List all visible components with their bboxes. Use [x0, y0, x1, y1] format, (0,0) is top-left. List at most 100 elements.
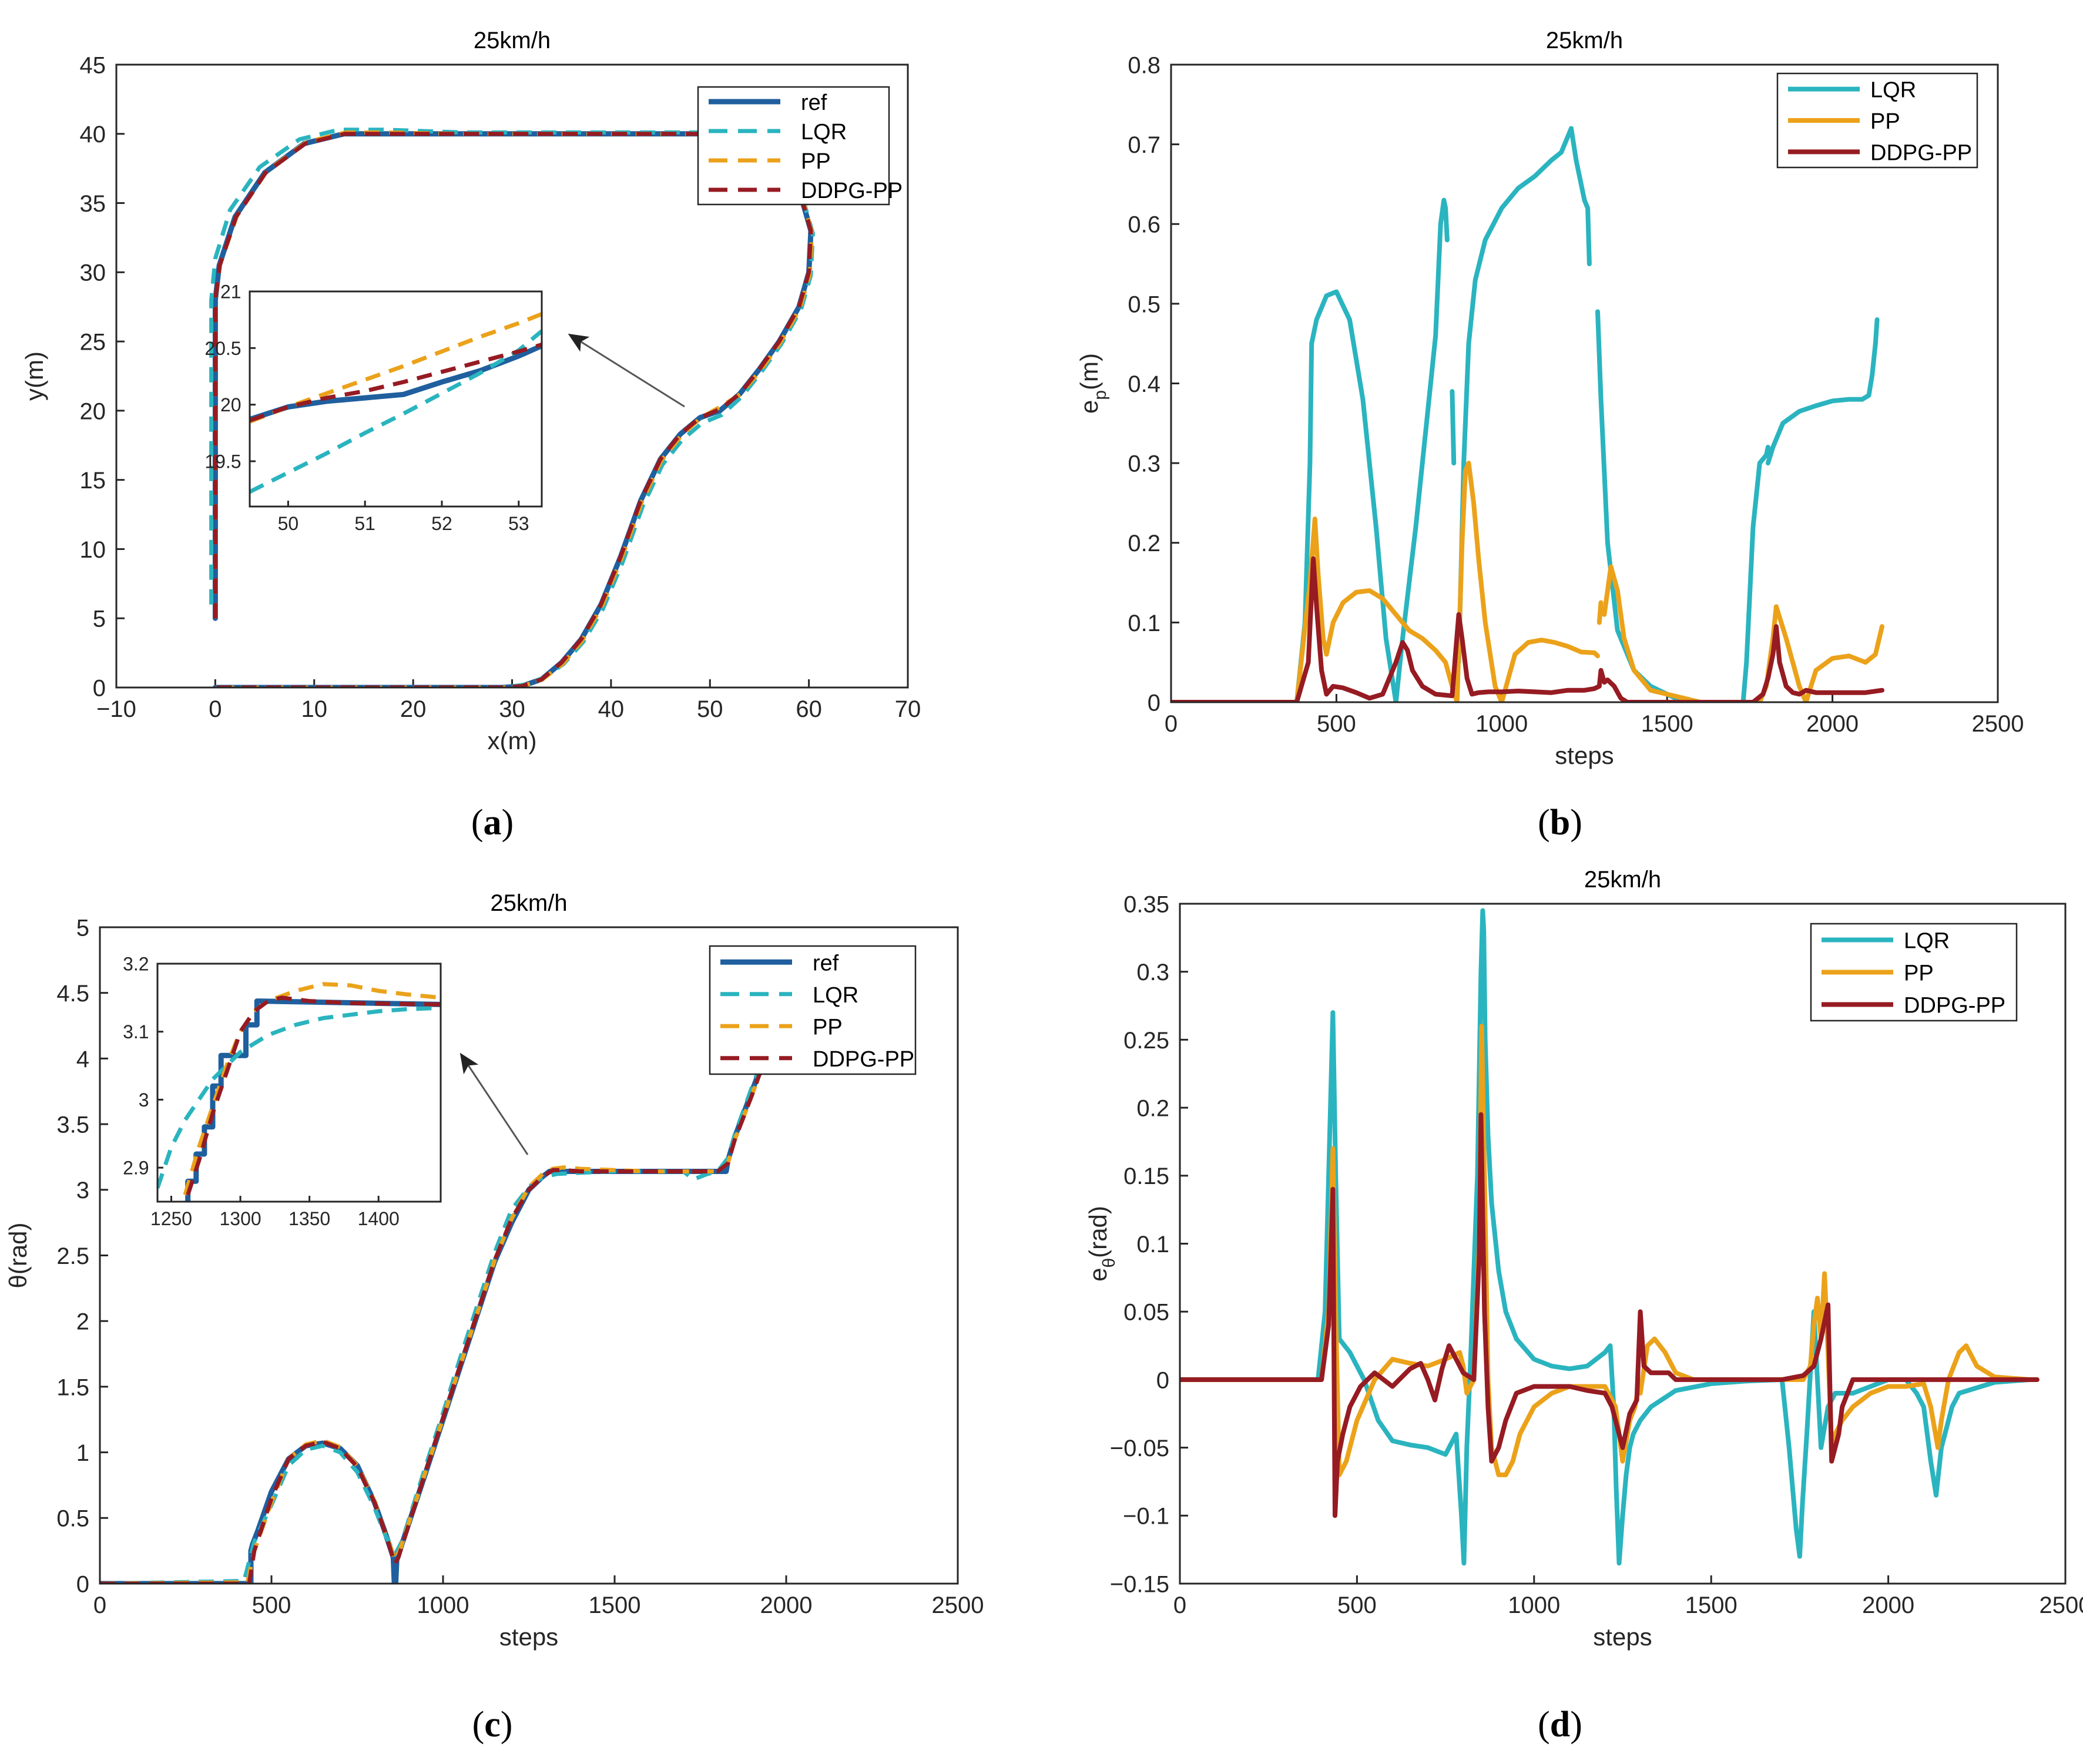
- panel-d-legend-label-pp: PP: [1904, 961, 1934, 986]
- panel-d-y-tick-label: 0.3: [1136, 960, 1169, 985]
- panel-a-inset-series-ddpg-pp-line: [250, 343, 542, 422]
- panel-c-y-tick-label: 2: [76, 1309, 89, 1335]
- panel-d-legend: LQR PP DDPG-PP: [1810, 923, 2018, 1022]
- panel-c-legend-label-lqr: LQR: [813, 983, 858, 1008]
- panel-c-series-lqr-line: [100, 1024, 788, 1584]
- panel-b-x-tick-label: 1500: [1641, 711, 1693, 737]
- panel-c-zoom-arrow: [459, 1052, 529, 1155]
- panel-c-inset-y-tick-label: 2.9: [123, 1158, 149, 1179]
- panel-b-series-pp-line: [1602, 564, 1703, 702]
- panel-d-y-tick-label: 0.1: [1136, 1232, 1169, 1257]
- panel-b-series-pp-line: [1596, 600, 1604, 625]
- panel-a-inset-y-tick-label: 20.5: [204, 338, 241, 359]
- panel-a-inset-y-tick-label: 21: [220, 281, 241, 303]
- panel-b-chart: 0 500 1000 1500 2000 2500 0 0.1 0.2 0.3 0.4 0.5 0.6 0…: [1075, 28, 2024, 769]
- panel-c-inset-y-tick-label: 3: [139, 1089, 149, 1111]
- panel-b-legend-label-ddpg-pp: DDPG-PP: [1870, 140, 1972, 165]
- panel-c-inset-x-tick-label: 1350: [289, 1208, 330, 1229]
- panel-a-legend-box: [697, 86, 890, 206]
- panel-a-inset-series-lqr-line: [250, 329, 542, 494]
- panel-d-y-axis-label: eθ(rad): [1084, 1206, 1119, 1282]
- panel-b-legend-label-pp: PP: [1870, 109, 1900, 134]
- panel-d-x-tick-label: 1000: [1508, 1592, 1560, 1618]
- panel-a-inset-series-group: [250, 312, 542, 494]
- panel-b-x-axis-label: steps: [1555, 742, 1614, 769]
- panel-a-series-ddpg-pp-line: [213, 132, 813, 688]
- panel-b-x-tick-label: 1000: [1475, 711, 1528, 737]
- panel-c-inset-y-tick-label: 3.2: [123, 954, 149, 975]
- panel-c-x-axis-label: steps: [499, 1623, 558, 1651]
- panel-b-series-lqr-line: [1765, 317, 1880, 466]
- panel-d-y-tick-label: 0.25: [1123, 1028, 1169, 1054]
- panel-a-inset-x-tick-label: 50: [278, 513, 299, 534]
- panel-a-x-tick-label: 20: [400, 696, 427, 722]
- panel-c-inset-series-group: [157, 982, 441, 1202]
- panel-c-x-tick-label: 0: [93, 1592, 106, 1618]
- panel-d-y-tick-label: −0.1: [1123, 1504, 1169, 1530]
- panel-a-y-tick-label: 15: [80, 468, 106, 494]
- panel-c-inset-series-pp-line: [183, 982, 441, 1196]
- panel-c-y-tick-label: 3: [76, 1178, 89, 1203]
- panel-d-axes-frame: [1179, 903, 2067, 1585]
- panel-d-y-tick-label: 0.2: [1136, 1096, 1169, 1122]
- panel-a-inset: 50 51 52 53 19.5 20 20.5 21: [204, 281, 543, 534]
- panel-c-y-tick-label: 0: [76, 1571, 89, 1597]
- panel-b-series-lqr-line: [1456, 126, 1592, 665]
- panel-a-chart-title: 25km/h: [474, 28, 551, 53]
- panel-c-x-tick-label: 2000: [760, 1592, 813, 1618]
- panel-b-series-ddpg-pp-line: [1171, 556, 1884, 702]
- panel-c-inset-x-tick-label: 1400: [358, 1208, 400, 1229]
- panel-a-y-tick-label: 30: [80, 260, 106, 286]
- panel-a-inset-axes-frame: [249, 290, 543, 508]
- panel-b-series-lqr-line: [1450, 389, 1457, 466]
- panel-d-x-tick-label: 1500: [1685, 1592, 1737, 1618]
- panel-c-series-ddpg-pp-line: [100, 1024, 788, 1584]
- panel-b-legend-label-lqr: LQR: [1870, 78, 1916, 103]
- panel-a-x-tick-label: 0: [209, 696, 222, 722]
- panel-a-y-tick-label: 45: [80, 52, 106, 78]
- panel-a-inset-plot-area: [250, 291, 542, 507]
- panel-b-y-tick-label: 0.5: [1128, 291, 1160, 317]
- panel-a-x-tick-label: 70: [895, 696, 921, 722]
- caption-c: (c): [472, 1705, 513, 1745]
- panel-c-y-tick-label: 1: [76, 1440, 89, 1466]
- panel-a-x-axis-label: x(m): [488, 727, 537, 754]
- panel-a-zoom-arrow: [568, 333, 685, 408]
- panel-a-inset-x-tick-label: 51: [354, 513, 375, 534]
- panel-a-legend-label-ddpg-pp: DDPG-PP: [801, 179, 903, 203]
- panel-b-series-pp-line: [1499, 638, 1600, 702]
- panel-b-x-tick-label: 2000: [1806, 711, 1859, 737]
- panel-b-y-tick-label: 0: [1148, 690, 1160, 716]
- caption-d: (d): [1538, 1705, 1582, 1745]
- panel-c-x-tick-label: 500: [252, 1592, 291, 1618]
- panel-c-y-axis-label: θ(rad): [4, 1222, 32, 1288]
- panel-c-y-tick-label: 1.5: [56, 1374, 89, 1400]
- panel-c-series-group: [100, 1023, 789, 1584]
- panel-a-inset-x-tick-label: 53: [508, 513, 529, 534]
- panel-c-y-tick-label: 4.5: [56, 981, 89, 1007]
- panel-c-x-tick-label: 1500: [589, 1592, 641, 1618]
- panel-d-series-group: [1180, 908, 2040, 1566]
- panel-d-chart-title: 25km/h: [1584, 867, 1661, 893]
- panel-a-legend-label-pp: PP: [801, 149, 831, 174]
- panel-d-y-tick-label: 0.15: [1123, 1163, 1169, 1189]
- panel-d-y-tick-label: 0.05: [1123, 1300, 1169, 1326]
- panel-a-y-tick-label: 20: [80, 398, 106, 424]
- panel-c-inset-x-tick-label: 1300: [219, 1208, 261, 1229]
- panel-d-x-tick-label: 500: [1337, 1592, 1377, 1618]
- panel-a-legend: ref LQR PP DDPG-PP: [697, 86, 903, 206]
- panel-a-x-tick-label: 30: [499, 696, 525, 722]
- panel-a-y-tick-label: 40: [80, 122, 106, 147]
- panel-b-y-tick-label: 0.3: [1128, 451, 1160, 477]
- panel-b-x-tick-label: 2500: [1972, 711, 2024, 737]
- panel-d-series-ddpg-pp-line: [1180, 1112, 2040, 1518]
- panel-b-axes-frame: [1170, 63, 1999, 703]
- panel-a-y-tick-label: 35: [80, 191, 106, 217]
- caption-a: (a): [471, 803, 514, 843]
- panel-b-y-tick-label: 0.7: [1128, 132, 1160, 158]
- panel-b-series-lqr-line: [1681, 445, 1770, 702]
- panel-d-legend-label-ddpg-pp: DDPG-PP: [1904, 994, 2005, 1018]
- panel-a-inset-y-tick-label: 19.5: [204, 451, 241, 472]
- panel-c-legend-label-ref: ref: [813, 951, 839, 975]
